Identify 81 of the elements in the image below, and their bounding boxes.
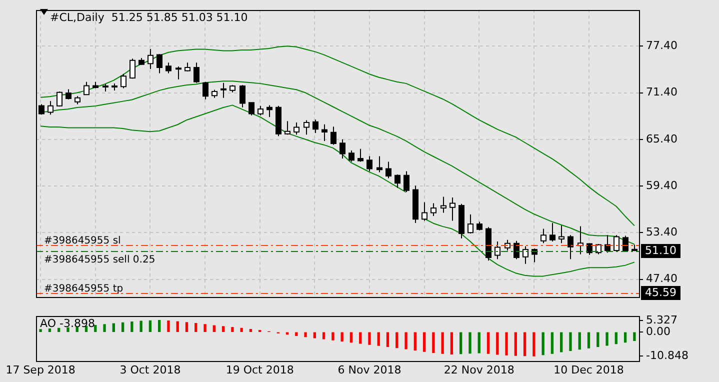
- y-tick-label: -10.848: [646, 348, 688, 362]
- bar: [606, 332, 608, 346]
- bar: [432, 332, 435, 353]
- bar: [359, 332, 362, 344]
- bar: [560, 332, 563, 352]
- bar: [404, 332, 408, 350]
- ref-line-label: #398645955 sl: [44, 236, 121, 246]
- bar: [340, 332, 344, 342]
- bar: [332, 332, 334, 340]
- bar: [478, 332, 480, 354]
- annotation: 51.10: [645, 244, 676, 257]
- bar: [140, 320, 142, 332]
- y-tick-label: 65.40: [646, 132, 678, 146]
- bar: [295, 332, 298, 336]
- bar: [468, 332, 472, 354]
- bar: [624, 332, 627, 343]
- chart-title: AO -3.898: [40, 316, 95, 330]
- bar: [158, 320, 161, 332]
- y-tick-label: 71.40: [646, 86, 678, 99]
- bar: [222, 326, 225, 332]
- bar: [204, 324, 206, 332]
- x-tick-label: 17 Sep 2018: [6, 363, 76, 376]
- bar: [39, 329, 42, 332]
- bar: [240, 328, 243, 332]
- bar: [58, 328, 60, 332]
- x-tick-label: 10 Dec 2018: [554, 363, 624, 376]
- bar: [48, 328, 52, 332]
- y-tick-label: 0.00: [646, 324, 670, 338]
- bar: [94, 324, 97, 332]
- bar: [587, 332, 590, 348]
- bar: [148, 320, 152, 332]
- bar: [422, 332, 426, 352]
- bar: [460, 332, 462, 354]
- bar: [121, 322, 124, 332]
- bar: [167, 320, 170, 332]
- bar: [368, 332, 371, 345]
- bar: [450, 332, 454, 355]
- x-tick-label: 3 Oct 2018: [120, 363, 181, 376]
- bar: [523, 332, 526, 356]
- bar: [185, 322, 188, 332]
- bar: [176, 321, 179, 332]
- bar: [542, 332, 544, 356]
- y-tick-label: 59.40: [646, 178, 678, 192]
- bar: [386, 332, 390, 348]
- bar: [396, 332, 398, 348]
- y-tick-label: 47.40: [646, 272, 678, 286]
- bar: [441, 332, 444, 354]
- bar: [496, 332, 499, 355]
- bar: [350, 332, 353, 343]
- y-tick-label: 53.40: [646, 226, 678, 239]
- annotation: 45.59: [645, 286, 676, 299]
- bar: [231, 326, 234, 332]
- bar: [532, 332, 536, 356]
- x-tick-label: 22 Nov 2018: [444, 363, 514, 376]
- bar: [130, 321, 134, 332]
- bar: [614, 332, 618, 344]
- x-tick-label: 6 Nov 2018: [338, 363, 402, 376]
- bar: [505, 332, 508, 356]
- bar: [596, 332, 600, 348]
- bar: [377, 332, 380, 346]
- ref-line-label: #398645955 sell 0.25: [44, 254, 156, 266]
- bar: [514, 332, 517, 356]
- y-tick-label: 5.327: [646, 313, 678, 326]
- bar: [112, 323, 115, 332]
- ref-line-label: #398645955 tp: [44, 284, 124, 294]
- bar: [304, 332, 307, 338]
- bar: [212, 325, 216, 332]
- y-tick-label: 77.40: [646, 38, 678, 52]
- bar: [486, 332, 490, 354]
- bar: [103, 324, 106, 332]
- bar: [633, 332, 636, 342]
- bar: [569, 332, 572, 351]
- bar: [414, 332, 416, 351]
- bar: [194, 322, 198, 332]
- chart-title: #CL,Daily 51.25 51.85 51.03 51.10: [50, 10, 248, 24]
- bar: [322, 332, 326, 340]
- bar: [66, 327, 70, 332]
- bar: [550, 332, 554, 354]
- bar: [578, 332, 581, 350]
- bar: [249, 328, 252, 332]
- x-tick-label: 19 Oct 2018: [226, 363, 294, 376]
